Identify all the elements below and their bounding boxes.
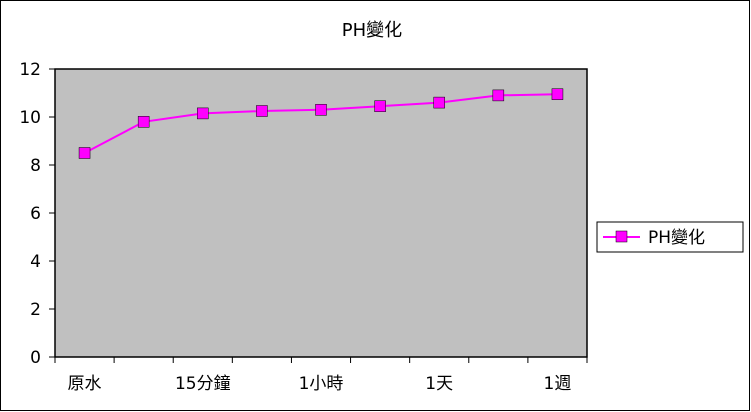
y-tick-label: 6 bbox=[30, 204, 41, 224]
x-tick-label: 1週 bbox=[544, 374, 572, 394]
data-point bbox=[256, 105, 268, 117]
data-point bbox=[197, 107, 209, 120]
series-group bbox=[78, 88, 564, 159]
y-tick-label: 0 bbox=[30, 348, 41, 368]
y-tick-label: 10 bbox=[19, 108, 41, 128]
chart-title: PH變化 bbox=[342, 20, 402, 41]
data-point bbox=[78, 147, 91, 159]
legend: PH變化 bbox=[596, 221, 744, 253]
y-axis: 0 2 4 6 8 10 12 bbox=[19, 60, 55, 368]
y-tick-label: 12 bbox=[19, 60, 41, 80]
y-tick-label: 8 bbox=[30, 156, 41, 176]
legend-marker bbox=[615, 230, 628, 243]
x-axis: 原水 15分鐘 1小時 1天 1週 bbox=[54, 357, 588, 394]
data-point bbox=[433, 96, 445, 109]
x-tick-label: 1小時 bbox=[299, 374, 344, 394]
x-tick-label: 1天 bbox=[425, 374, 453, 394]
x-tick-label: 原水 bbox=[68, 374, 102, 394]
data-point bbox=[374, 100, 386, 112]
legend-label: PH變化 bbox=[648, 228, 705, 248]
data-point bbox=[551, 88, 564, 100]
x-tick-label: 15分鐘 bbox=[175, 374, 231, 394]
y-tick-label: 4 bbox=[30, 252, 41, 272]
y-tick-label: 2 bbox=[30, 300, 41, 320]
data-point bbox=[492, 89, 505, 102]
data-point bbox=[315, 104, 327, 116]
data-point bbox=[137, 116, 150, 128]
